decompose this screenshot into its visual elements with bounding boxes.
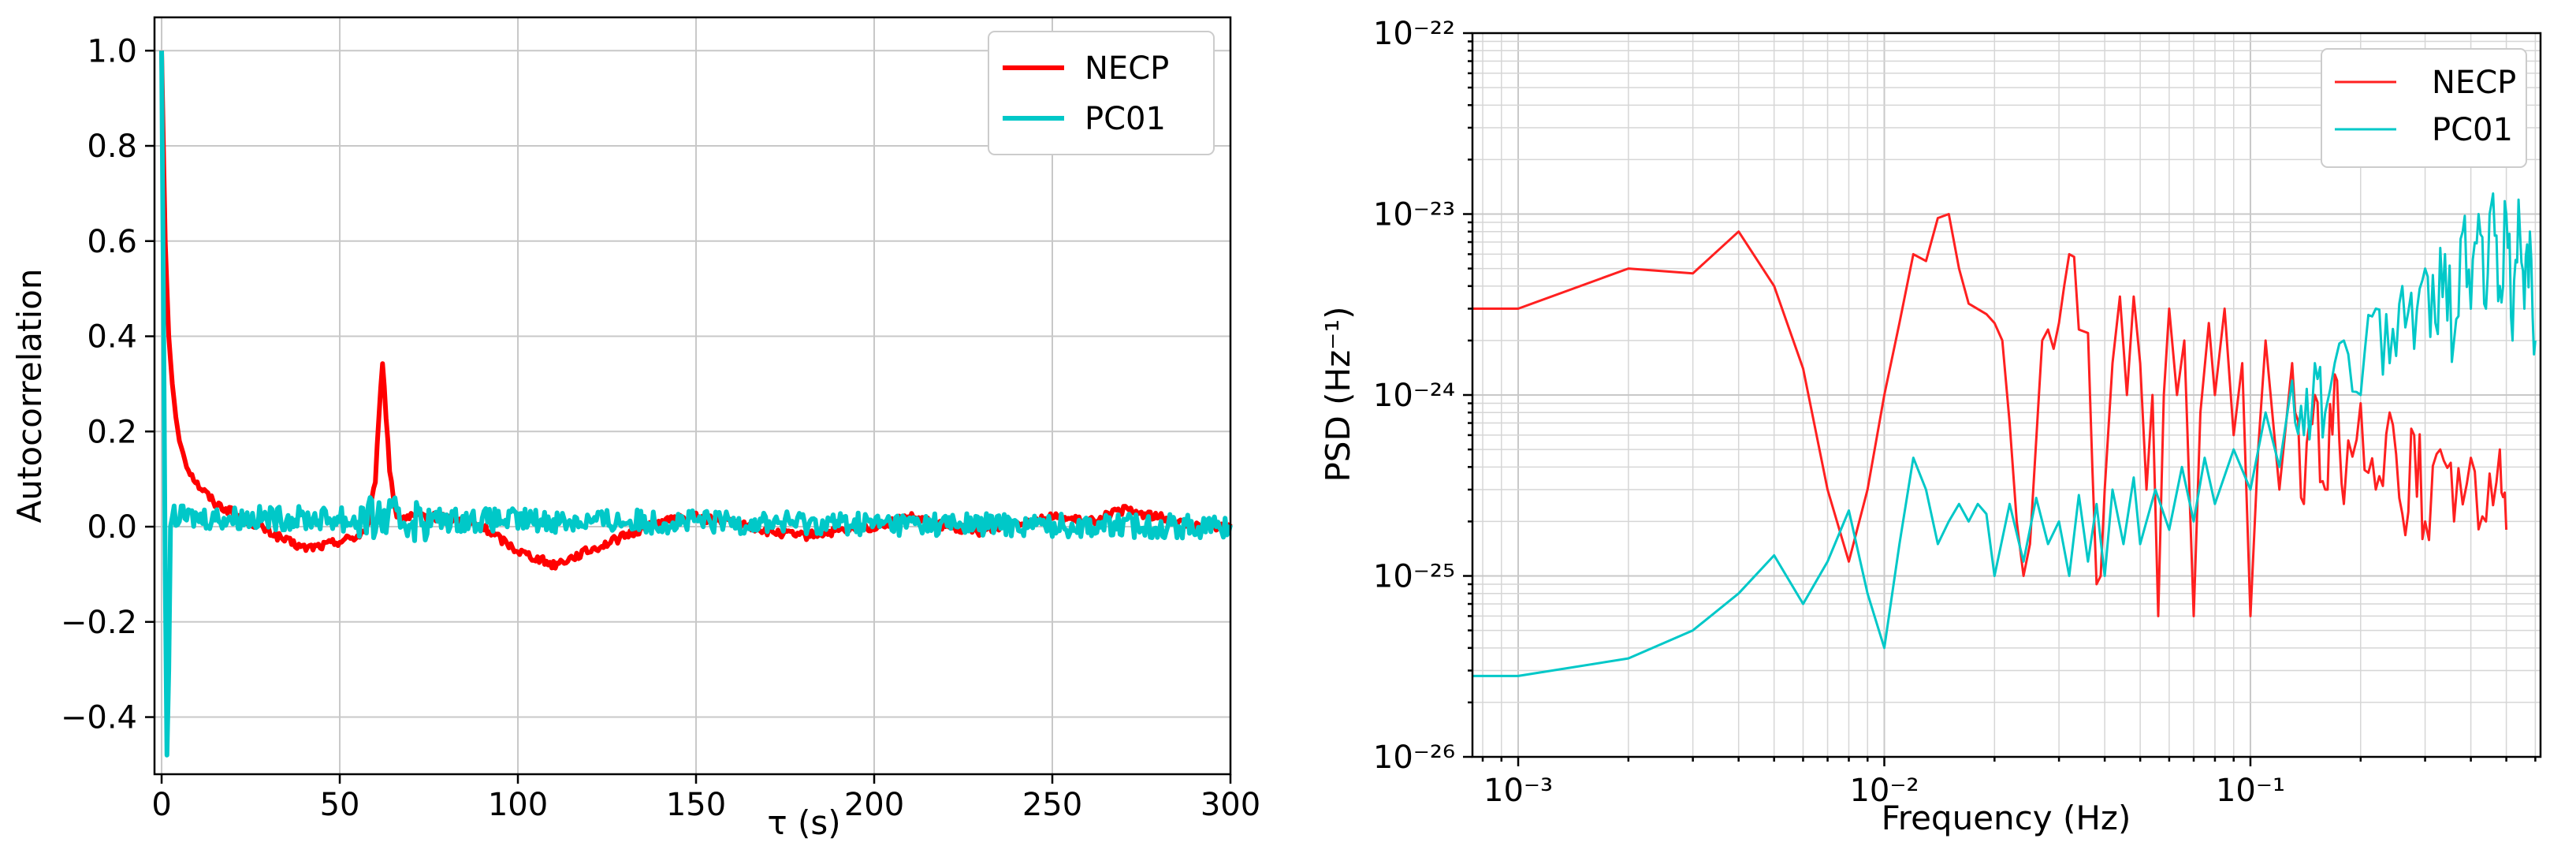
y-tick-label: −0.2: [61, 605, 137, 641]
legend-box: [988, 31, 1215, 155]
y-tick-label: −0.4: [61, 700, 137, 736]
y-tick-label: 10⁻²²: [1373, 16, 1455, 52]
series-line-pc01: [1472, 192, 2537, 677]
x-tick-label: 100: [488, 787, 548, 823]
x-tick-label: 10⁻¹: [2216, 773, 2285, 809]
x-tick-label: 200: [844, 787, 904, 823]
y-axis-label-psd: PSD (Hz⁻¹): [1319, 306, 1357, 482]
autocorrelation-panel: 0 50 100 150 200 250 300 −0.4 −0.2 0.0 0.2 0.4 0.6 0.…: [10, 16, 1260, 842]
y-axis-label-autocorrelation: Autocorrelation: [10, 269, 49, 524]
autocorrelation-legend: NECP PC01: [988, 31, 1215, 155]
y-tick-label: 0.2: [87, 414, 137, 450]
x-axis-label-frequency: Frequency (Hz): [1882, 799, 2131, 837]
x-tick-label: 50: [320, 787, 360, 823]
x-tick-label: 0: [151, 787, 171, 823]
y-tick-label: 0.0: [87, 509, 137, 546]
psd-ticks: 10⁻³ 10⁻² 10⁻¹ 10⁻²⁶ 10⁻²⁵ 10⁻²⁴ 10⁻²³ 10⁻²²: [1373, 16, 2537, 809]
legend-label-pc01: PC01: [2432, 112, 2513, 148]
psd-series: [1472, 192, 2537, 677]
x-tick-label: 250: [1022, 787, 1082, 823]
y-tick-label: 0.8: [87, 129, 137, 165]
series-line-necp: [159, 50, 1233, 571]
psd-panel: 10⁻³ 10⁻² 10⁻¹ 10⁻²⁶ 10⁻²⁵ 10⁻²⁴ 10⁻²³ 10⁻²² Fr…: [1319, 16, 2542, 837]
autocorrelation-plot-frame: [153, 16, 1232, 776]
legend-label-necp: NECP: [1085, 50, 1169, 87]
y-tick-label: 1.0: [87, 33, 137, 69]
autocorrelation-ticks: 0 50 100 150 200 250 300 −0.4 −0.2 0.0 0.2 0.4 0.6 0.…: [61, 33, 1260, 823]
y-tick-label: 10⁻²³: [1373, 197, 1455, 233]
y-tick-label: 0.4: [87, 319, 137, 356]
y-tick-label: 10⁻²⁶: [1373, 740, 1455, 776]
series-line-pc01: [159, 50, 1233, 758]
x-tick-label: 10⁻³: [1483, 773, 1553, 809]
legend-label-pc01: PC01: [1085, 101, 1166, 137]
autocorrelation-series: [159, 50, 1233, 758]
x-tick-label: 10⁻²: [1849, 773, 1919, 809]
legend-box: [2321, 48, 2527, 168]
x-tick-label: 150: [666, 787, 726, 823]
psd-legend: NECP PC01: [2321, 48, 2527, 168]
y-tick-label: 10⁻²⁴: [1373, 378, 1455, 414]
x-axis-label-tau: τ (s): [767, 803, 840, 842]
legend-label-necp: NECP: [2432, 65, 2516, 101]
series-line-necp: [1472, 213, 2508, 617]
y-tick-label: 0.6: [87, 224, 137, 260]
y-tick-label: 10⁻²⁵: [1373, 559, 1455, 595]
x-tick-label: 300: [1201, 787, 1260, 823]
